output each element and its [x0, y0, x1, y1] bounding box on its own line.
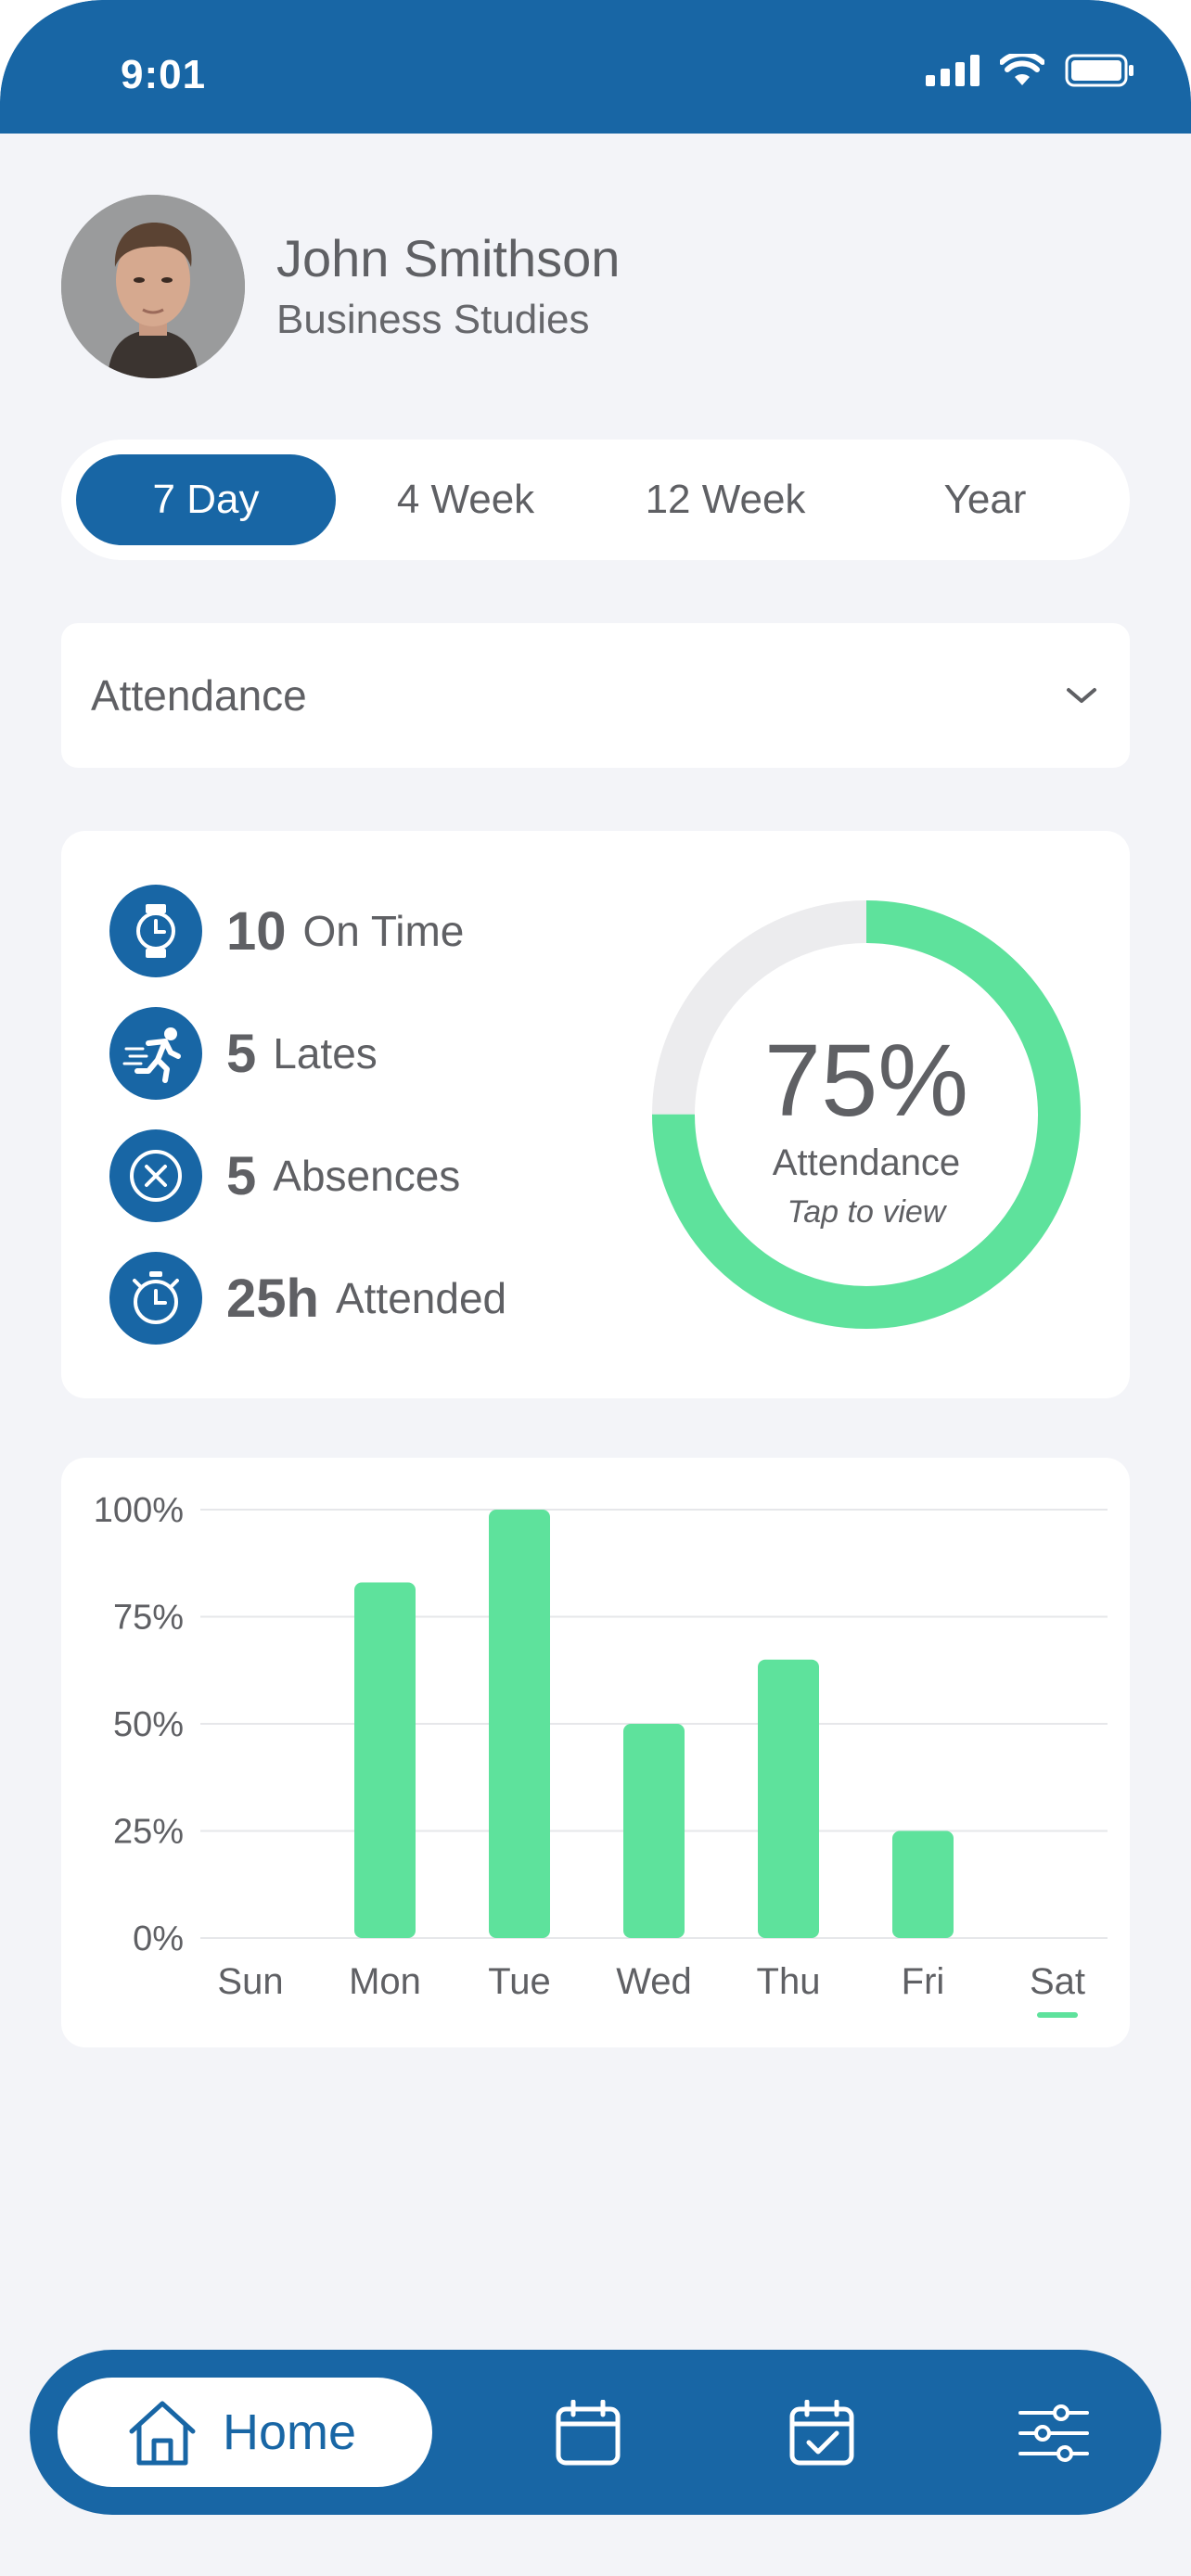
nav-settings-button[interactable] [1018, 2398, 1089, 2468]
stat-value: 25h [226, 1268, 319, 1329]
y-tick-label: 75% [113, 1599, 184, 1638]
range-tabs: 7 Day 4 Week 12 Week Year [61, 440, 1130, 560]
bar-mon[interactable] [354, 1582, 416, 1938]
x-tick-label: Wed [616, 1961, 692, 2002]
nav-calendar-button[interactable] [553, 2398, 623, 2468]
stat-on-time: 10 On Time [109, 885, 464, 977]
bar-thu[interactable] [758, 1659, 819, 1938]
weekly-attendance-bar-chart: 0% 25% 50% 75% 100% Sun Mon Tue Wed Thu Fri Sat [94, 1491, 1108, 2018]
calendar-check-icon [789, 2400, 854, 2466]
status-bar: 9:01 [0, 0, 1191, 134]
tab-year[interactable]: Year [943, 477, 1027, 522]
stat-label: Absences [273, 1152, 461, 1200]
bottom-nav: Home [30, 2350, 1161, 2515]
home-icon [129, 2401, 196, 2466]
user-name: John Smithson [276, 229, 621, 287]
stopwatch-icon [109, 1252, 202, 1345]
stat-label: On Time [302, 907, 465, 955]
tap-to-view-hint: Tap to view [787, 1194, 946, 1230]
y-tick-label: 0% [133, 1919, 184, 1958]
bar-fri[interactable] [892, 1830, 954, 1939]
x-tick-label: Fri [902, 1961, 945, 2002]
wifi-icon [1000, 54, 1044, 85]
stat-label: Attended [335, 1274, 507, 1322]
y-tick-label: 25% [113, 1813, 184, 1852]
person-photo-icon [61, 195, 245, 378]
running-person-icon [109, 1007, 202, 1100]
sliders-icon [1018, 2404, 1089, 2462]
user-department: Business Studies [276, 297, 590, 342]
nav-home-button[interactable]: Home [58, 2378, 432, 2487]
battery-icon [1065, 54, 1133, 87]
stat-label: Lates [273, 1029, 378, 1078]
attendance-ring[interactable]: 75% Attendance Tap to view [651, 899, 1082, 1330]
stat-value: 10 [226, 900, 287, 962]
x-tick-label: Sat [1030, 1961, 1085, 2002]
attendance-percent: 75% [763, 1024, 969, 1138]
ring-progress [652, 900, 1081, 1329]
nav-calendar-check-button[interactable] [787, 2398, 857, 2468]
stat-value: 5 [226, 1145, 257, 1206]
x-tick-label: Thu [757, 1961, 821, 2002]
stat-value: 5 [226, 1023, 257, 1084]
metric-dropdown[interactable]: Attendance [61, 623, 1130, 768]
stat-attended: 25h Attended [109, 1252, 506, 1345]
selected-day-indicator [1037, 2012, 1078, 2018]
y-tick-label: 50% [113, 1705, 184, 1744]
tab-7-day[interactable]: 7 Day [76, 454, 336, 545]
attendance-summary-card: 10 On Time 5 Lates [61, 831, 1130, 1398]
x-tick-label: Tue [488, 1961, 550, 2002]
stat-lates: 5 Lates [109, 1007, 378, 1100]
calendar-icon [556, 2400, 621, 2466]
attendance-ring-label: Attendance [772, 1142, 961, 1183]
x-tick-label: Sun [217, 1961, 283, 2002]
nav-home-label: Home [223, 2404, 357, 2460]
tab-4-week[interactable]: 4 Week [396, 477, 535, 522]
weekly-attendance-chart-card: 0% 25% 50% 75% 100% Sun Mon Tue Wed Thu Fri Sat [61, 1458, 1130, 2047]
stat-absences: 5 Absences [109, 1129, 460, 1222]
bar-wed[interactable] [623, 1724, 685, 1938]
y-tick-label: 100% [94, 1491, 184, 1530]
metric-dropdown-value: Attendance [91, 671, 307, 720]
avatar [61, 195, 245, 378]
bar-tue[interactable] [489, 1510, 550, 1938]
status-icons [926, 54, 1135, 87]
x-tick-label: Mon [349, 1961, 421, 2002]
attendance-ring-chart [652, 900, 1081, 1329]
watch-icon [109, 885, 202, 977]
status-time: 9:01 [121, 52, 207, 97]
signal-icon [926, 55, 980, 86]
chevron-down-icon [1067, 688, 1096, 703]
tab-12-week[interactable]: 12 Week [645, 477, 806, 522]
x-circle-icon [109, 1129, 202, 1222]
